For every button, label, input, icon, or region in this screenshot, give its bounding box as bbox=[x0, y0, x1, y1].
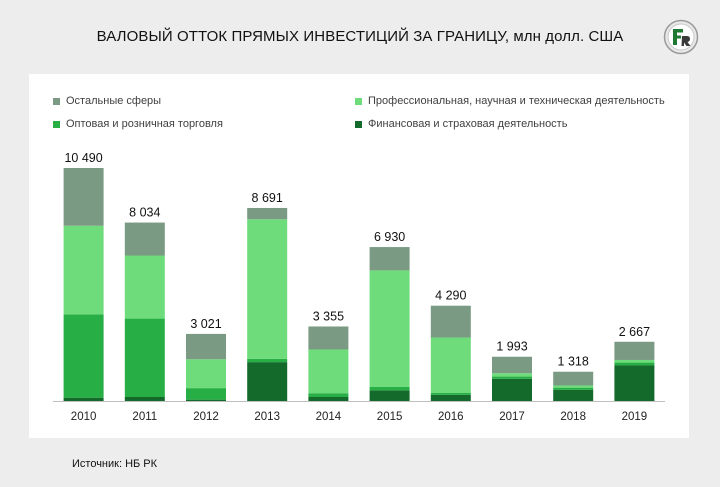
bar-segment-finance-2019 bbox=[614, 365, 655, 401]
bar-segment-trade-2018 bbox=[553, 387, 594, 390]
bar-segment-professional-2013 bbox=[247, 219, 288, 359]
legend-item-professional: Профессиональная, научная и техническая … bbox=[355, 95, 665, 107]
bar-segment-professional-2011 bbox=[124, 255, 165, 319]
bar-segment-other-2017 bbox=[492, 356, 532, 374]
bar-segment-professional-2014 bbox=[308, 349, 349, 394]
bar-segment-other-2019 bbox=[614, 341, 655, 360]
bar-segment-trade-2017 bbox=[492, 376, 532, 379]
bar-segment-professional-2018 bbox=[553, 385, 594, 388]
x-tick-label-2012: 2012 bbox=[193, 411, 219, 423]
total-label-2016: 4 290 bbox=[435, 289, 466, 303]
bar-segment-trade-2012 bbox=[186, 388, 226, 400]
bar-segment-professional-2019 bbox=[614, 359, 655, 363]
bar-segment-professional-2017 bbox=[492, 373, 532, 377]
bar-segment-other-2011 bbox=[124, 222, 165, 256]
bar-segment-other-2015 bbox=[369, 247, 410, 271]
total-label-2011: 8 034 bbox=[129, 206, 160, 220]
bar-segment-other-2018 bbox=[553, 371, 594, 386]
source-note: Источник: НБ РК bbox=[72, 458, 158, 470]
total-label-2019: 2 667 bbox=[619, 325, 650, 339]
bar-segment-other-2014 bbox=[308, 326, 349, 350]
total-label-2012: 3 021 bbox=[190, 317, 221, 331]
total-label-2017: 1 993 bbox=[496, 340, 527, 354]
x-tick-label-2015: 2015 bbox=[377, 411, 403, 423]
legend-swatch-finance bbox=[355, 120, 362, 128]
bar-segment-finance-2018 bbox=[553, 389, 594, 401]
x-tick-label-2010: 2010 bbox=[71, 411, 97, 423]
legend-item-trade: Оптовая и розничная торговля bbox=[53, 118, 223, 130]
bar-segment-trade-2016 bbox=[430, 393, 471, 395]
legend-label-other: Остальные сферы bbox=[66, 95, 162, 107]
bar-segment-finance-2014 bbox=[308, 397, 349, 401]
bar-segment-professional-2016 bbox=[430, 337, 471, 393]
legend-swatch-professional bbox=[355, 97, 362, 105]
fr-logo-icon bbox=[663, 19, 699, 55]
bar-segment-other-2010 bbox=[63, 168, 104, 226]
bar-segment-professional-2010 bbox=[63, 225, 104, 315]
bar-segment-trade-2010 bbox=[63, 314, 104, 398]
x-tick-label-2013: 2013 bbox=[254, 411, 280, 423]
x-tick-label-2017: 2017 bbox=[499, 411, 525, 423]
bar-segment-finance-2016 bbox=[430, 394, 471, 401]
legend-swatch-other bbox=[53, 97, 60, 105]
stacked-bar-chart: 10 490 2010 8 034 2011 3 021 2012 8 691 2013 3 3… bbox=[53, 151, 665, 423]
bar-segment-finance-2013 bbox=[247, 362, 288, 401]
bar-segment-trade-2014 bbox=[308, 393, 349, 398]
legend-label-trade: Оптовая и розничная торговля bbox=[66, 118, 223, 130]
bar-segment-other-2016 bbox=[430, 305, 471, 338]
bar-segment-trade-2019 bbox=[614, 362, 655, 366]
x-tick-label-2011: 2011 bbox=[132, 411, 157, 423]
total-label-2013: 8 691 bbox=[252, 191, 283, 205]
bar-segment-finance-2012 bbox=[186, 399, 226, 401]
legend-label-professional: Профессиональная, научная и техническая … bbox=[368, 95, 665, 107]
legend-label-finance: Финансовая и страховая деятельность bbox=[368, 118, 568, 130]
bar-segment-trade-2015 bbox=[369, 387, 410, 391]
total-label-2015: 6 930 bbox=[374, 230, 405, 244]
total-label-2010: 10 490 bbox=[64, 151, 102, 165]
bar-segment-other-2012 bbox=[186, 333, 226, 360]
bar-segment-finance-2011 bbox=[124, 397, 165, 401]
bar-segment-finance-2010 bbox=[63, 397, 104, 401]
x-tick-label-2018: 2018 bbox=[560, 411, 586, 423]
bar-segment-professional-2012 bbox=[186, 359, 226, 389]
x-tick-label-2016: 2016 bbox=[438, 411, 464, 423]
legend-item-finance: Финансовая и страховая деятельность bbox=[355, 118, 567, 130]
bar-segment-trade-2011 bbox=[124, 318, 165, 397]
legend-item-other: Остальные сферы bbox=[53, 95, 161, 107]
bar-segment-other-2013 bbox=[247, 207, 288, 220]
total-label-2014: 3 355 bbox=[313, 309, 344, 323]
x-tick-label-2014: 2014 bbox=[316, 411, 342, 423]
total-label-2018: 1 318 bbox=[558, 355, 589, 369]
bar-segment-finance-2017 bbox=[492, 378, 532, 401]
bar-segment-trade-2013 bbox=[247, 358, 288, 363]
chart-title: ВАЛОВЫЙ ОТТОК ПРЯМЫХ ИНВЕСТИЦИЙ ЗА ГРАНИ… bbox=[96, 28, 624, 45]
legend-swatch-trade bbox=[53, 120, 60, 128]
bar-segment-professional-2015 bbox=[369, 270, 410, 388]
chart-panel: Остальные сферы Профессиональная, научна… bbox=[29, 74, 689, 438]
bar-segment-finance-2015 bbox=[369, 390, 410, 401]
x-tick-label-2019: 2019 bbox=[622, 411, 648, 423]
